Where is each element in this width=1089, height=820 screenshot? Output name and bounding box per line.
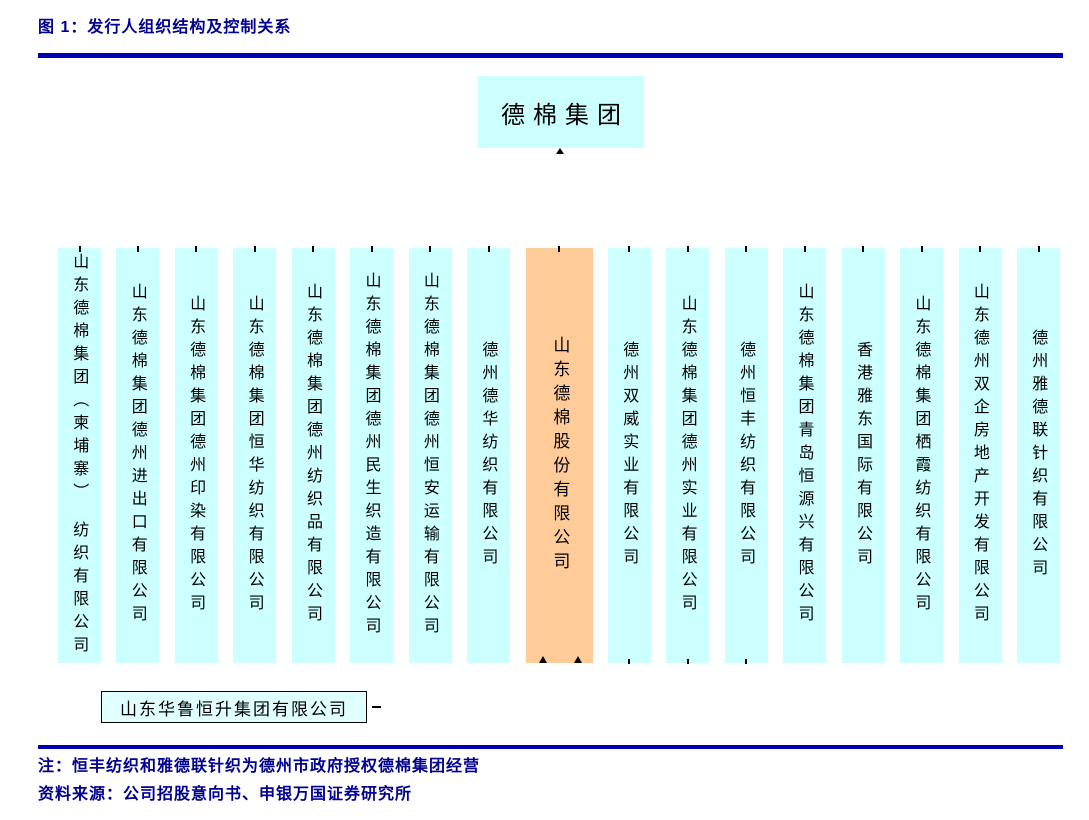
connector-tick-icon bbox=[979, 246, 982, 252]
subsidiary-box: 德州双威实业有限公司 bbox=[607, 246, 651, 664]
subsidiary-name: 山东德棉集团德州民生织造有限公司 bbox=[362, 271, 382, 640]
subsidiary-box: 山东德棉集团（柬埔寨） 纺织有限公司 bbox=[58, 246, 101, 663]
connector-tick-icon bbox=[628, 246, 631, 252]
subsidiary-box: 山东德棉集团德州实业有限公司 bbox=[666, 246, 710, 664]
subsidiary-name: 德州双威实业有限公司 bbox=[620, 340, 640, 571]
connector-tick-icon bbox=[78, 246, 81, 252]
connector-tick-icon bbox=[136, 246, 139, 252]
subsidiary-box: 山东德棉集团栖霞纺织有限公司 bbox=[900, 246, 944, 663]
subsidiary-name: 山东德棉集团恒华纺织有限公司 bbox=[245, 294, 265, 617]
connector-tick-icon bbox=[803, 246, 806, 252]
connector-tick-icon bbox=[745, 659, 748, 664]
issuer-name: 山东德棉股份有限公司 bbox=[549, 335, 570, 576]
subsidiary-box: 山东德棉集团青岛恒源兴有限公司 bbox=[783, 246, 827, 663]
connector-tick-icon bbox=[745, 246, 748, 252]
subsidiary-name: 山东德棉集团栖霞纺织有限公司 bbox=[912, 294, 932, 617]
figure-note: 注：恒丰纺织和雅德联针织为德州市政府授权德棉集团经营 bbox=[38, 758, 481, 775]
subsidiary-name: 山东德棉集团德州进出口有限公司 bbox=[128, 283, 148, 628]
top-divider-rule bbox=[38, 53, 1063, 58]
connector-tick-icon bbox=[195, 246, 198, 252]
connector-tick-icon bbox=[686, 659, 689, 664]
subsidiary-name: 德州德华纺织有限公司 bbox=[479, 340, 499, 571]
connector-tick-icon bbox=[487, 246, 490, 252]
subsidiary-name: 山东德棉集团德州恒安运输有限公司 bbox=[420, 271, 440, 640]
connector-tick-icon bbox=[312, 246, 315, 252]
connector-tick-icon bbox=[558, 246, 560, 252]
shareholder-box: 山东华鲁恒升集团有限公司 bbox=[101, 691, 367, 723]
subsidiary-name: 山东德棉集团德州实业有限公司 bbox=[678, 294, 698, 617]
subsidiary-box: 山东德棉集团德州进出口有限公司 bbox=[116, 246, 160, 663]
subsidiary-box: 山东德州双企房地产开发有限公司 bbox=[958, 246, 1002, 663]
parent-group-box: 德棉集团 bbox=[478, 76, 644, 148]
connector-tick-icon bbox=[253, 246, 256, 252]
subsidiary-box: 德州恒丰纺织有限公司 bbox=[724, 246, 768, 664]
connector-tick-icon bbox=[628, 659, 631, 664]
subsidiary-name: 山东德棉集团青岛恒源兴有限公司 bbox=[795, 283, 815, 628]
subsidiary-name: 山东德棉集团（柬埔寨） 纺织有限公司 bbox=[70, 252, 90, 659]
subsidiary-name: 德州恒丰纺织有限公司 bbox=[737, 340, 757, 571]
subsidiary-box: 香港雅东国际有限公司 bbox=[841, 246, 885, 663]
subsidiary-name: 山东德州双企房地产开发有限公司 bbox=[970, 283, 990, 628]
arrowhead-up-icon bbox=[538, 656, 547, 663]
arrowhead-up-icon bbox=[573, 656, 582, 663]
connector-tick-icon bbox=[429, 246, 432, 252]
shareholder-name: 山东华鲁恒升集团有限公司 bbox=[120, 699, 348, 720]
subsidiary-box: 山东德棉集团恒华纺织有限公司 bbox=[233, 246, 277, 663]
subsidiaries-row: 山东德棉集团（柬埔寨） 纺织有限公司 山东德棉集团德州进出口有限公司 山东德棉集… bbox=[58, 246, 1060, 664]
subsidiary-box: 山东德棉集团德州纺织品有限公司 bbox=[291, 246, 335, 663]
subsidiary-box: 山东德棉集团德州民生织造有限公司 bbox=[350, 246, 394, 663]
connector-tick-icon bbox=[686, 246, 689, 252]
connector-tick-icon bbox=[370, 246, 373, 252]
arrowhead-up-icon bbox=[556, 148, 564, 154]
connector-dash-icon bbox=[372, 706, 381, 708]
subsidiary-name: 香港雅东国际有限公司 bbox=[853, 340, 873, 571]
subsidiary-name: 山东德棉集团德州纺织品有限公司 bbox=[304, 283, 324, 628]
subsidiary-box: 德州德华纺织有限公司 bbox=[467, 246, 511, 663]
subsidiary-box: 山东德棉集团德州恒安运输有限公司 bbox=[408, 246, 452, 663]
parent-group-name: 德棉集团 bbox=[501, 100, 629, 129]
figure-title: 图 1：发行人组织结构及控制关系 bbox=[38, 19, 292, 36]
issuer-highlight-box: 山东德棉股份有限公司 bbox=[525, 246, 593, 663]
bottom-divider-rule bbox=[38, 745, 1063, 749]
connector-tick-icon bbox=[1037, 246, 1040, 252]
subsidiary-box: 德州雅德联针织有限公司 bbox=[1017, 246, 1060, 663]
connector-tick-icon bbox=[920, 246, 923, 252]
subsidiary-name: 德州雅德联针织有限公司 bbox=[1029, 329, 1049, 582]
figure-source: 资料来源：公司招股意向书、申银万国证券研究所 bbox=[38, 786, 413, 803]
connector-tick-icon bbox=[862, 246, 865, 252]
subsidiary-name: 山东德棉集团德州印染有限公司 bbox=[187, 294, 207, 617]
subsidiary-box: 山东德棉集团德州印染有限公司 bbox=[174, 246, 218, 663]
